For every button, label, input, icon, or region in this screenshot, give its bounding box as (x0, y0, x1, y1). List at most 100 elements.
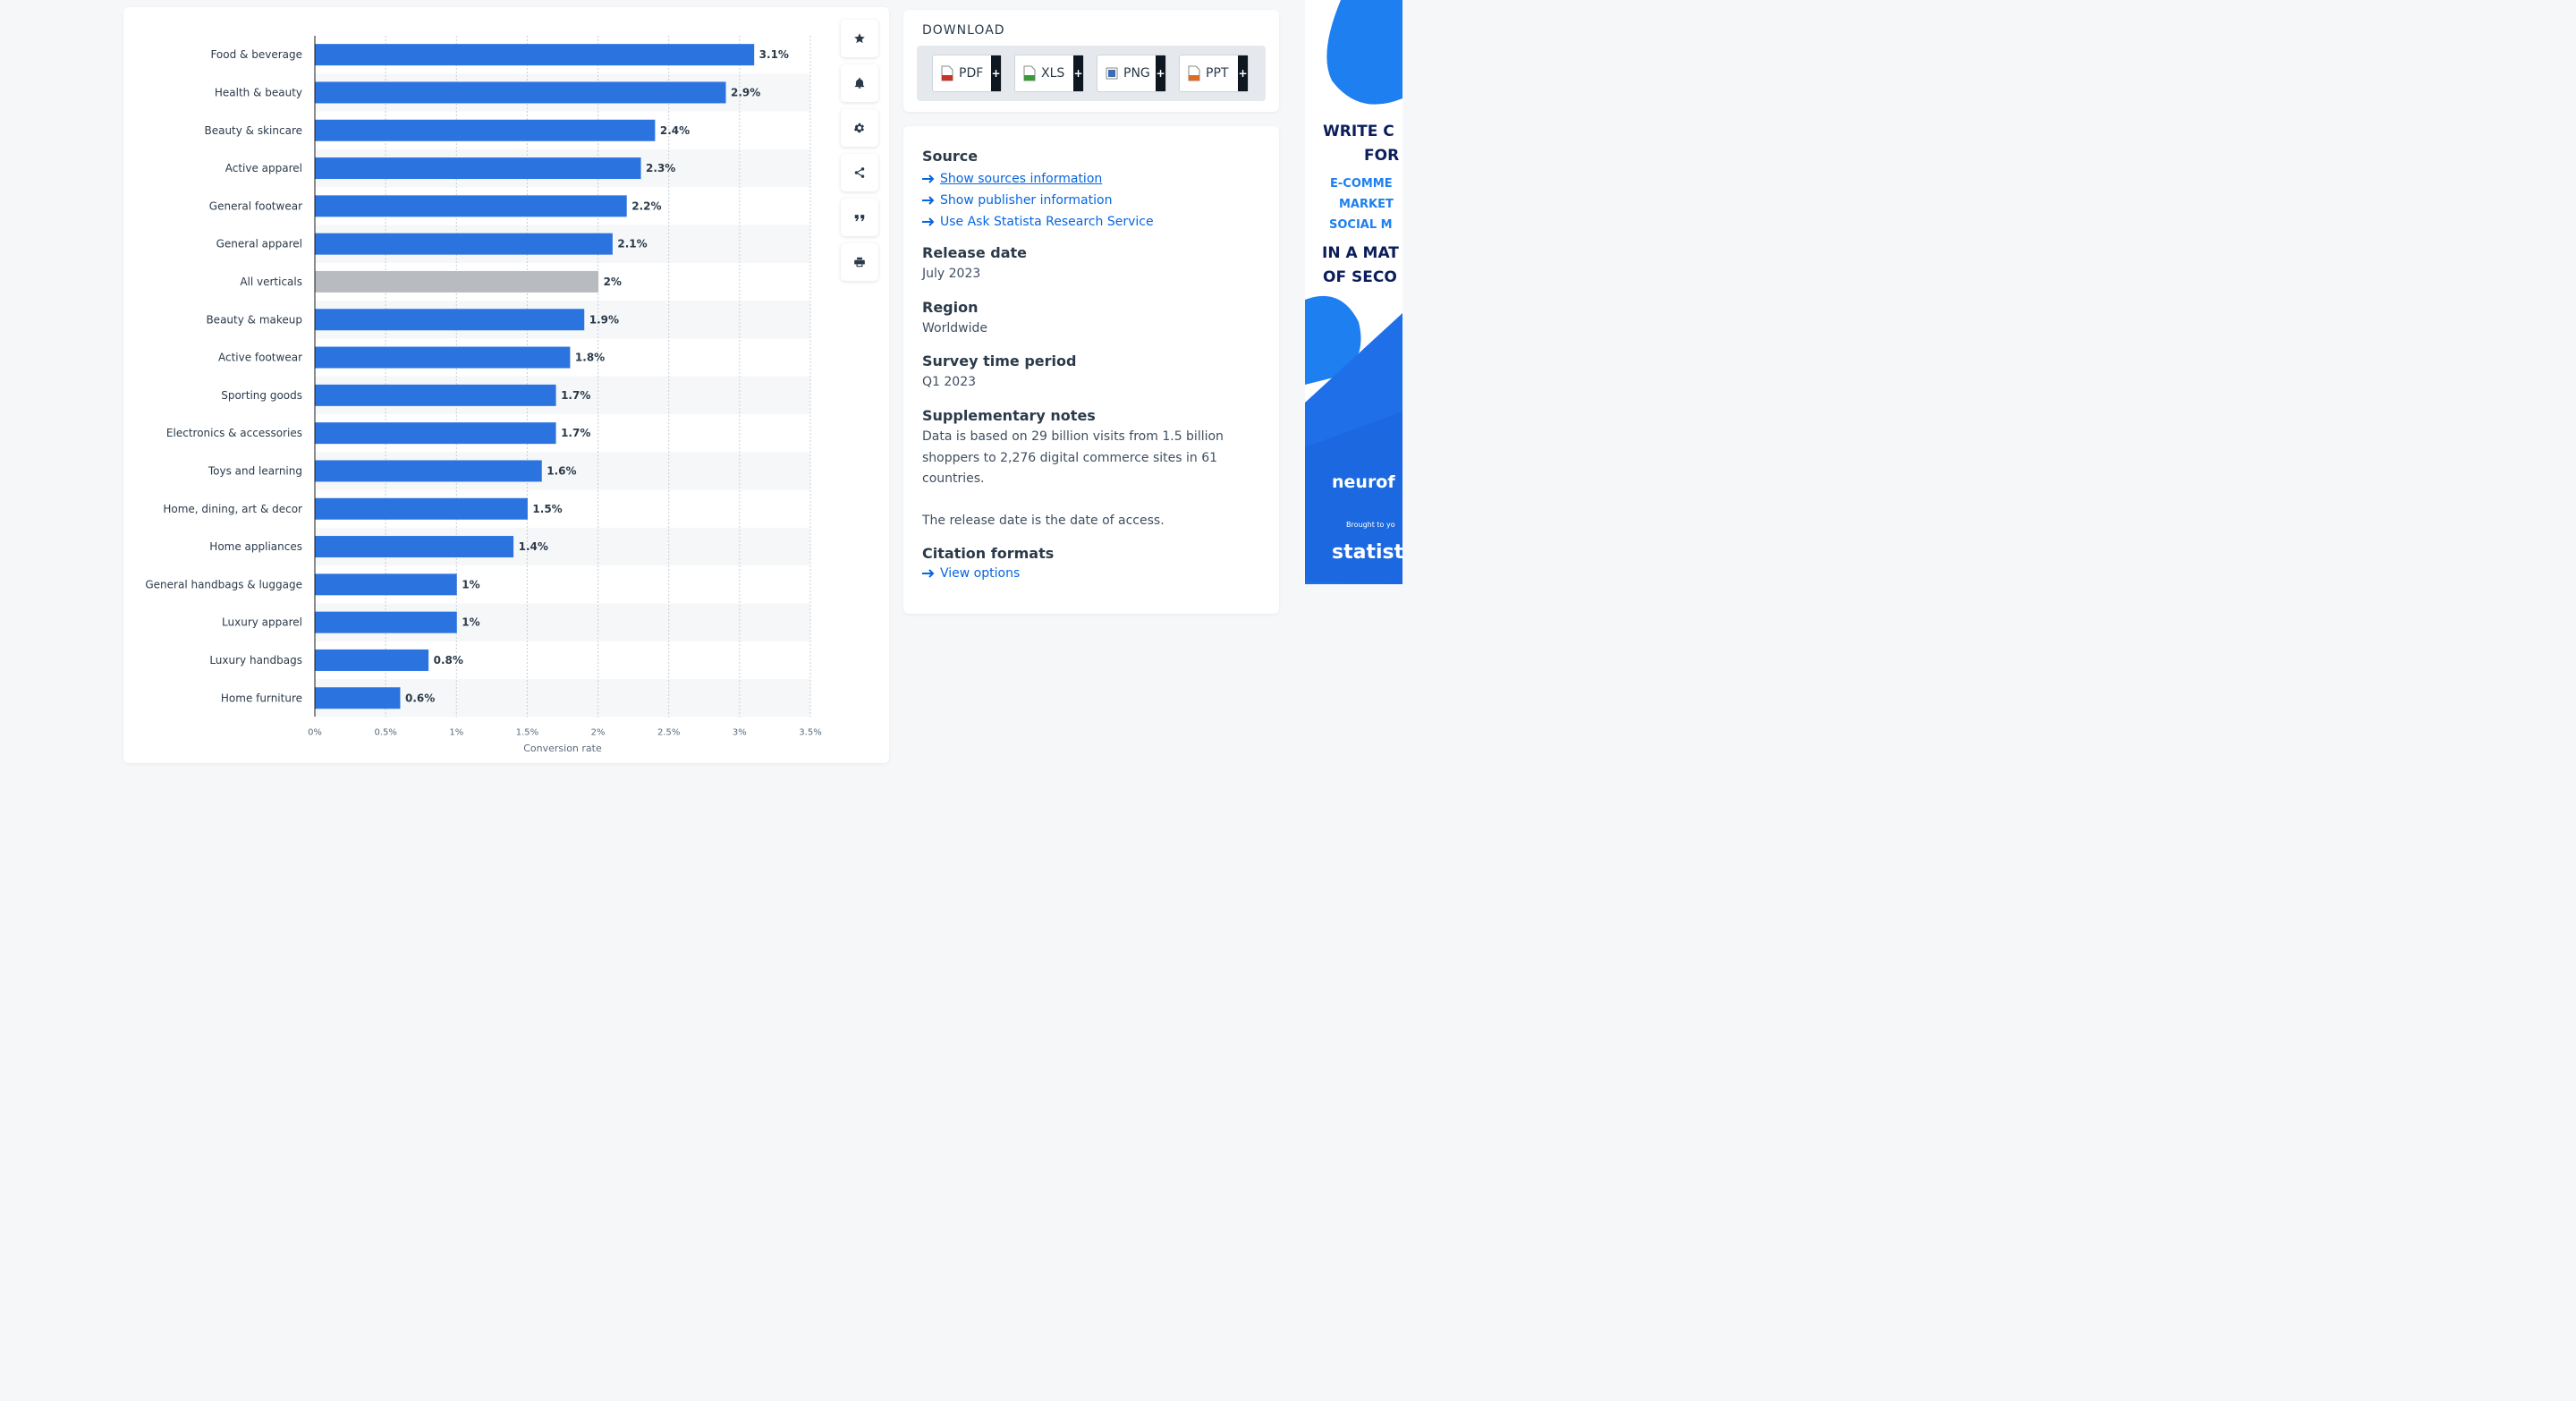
bar[interactable] (315, 536, 514, 558)
value-label: 1.8% (575, 352, 605, 364)
notes-text-2: The release date is the date of access. (922, 513, 1165, 528)
survey-period-section: Survey time period Q1 2023 (922, 352, 1267, 394)
category-label: Luxury handbags (209, 654, 302, 667)
download-card: DOWNLOAD PDF + XLS + PNG + PPT + (903, 10, 1279, 112)
ad-brand: neurof (1332, 472, 1395, 492)
bell-icon (854, 77, 865, 89)
bar[interactable] (315, 611, 457, 633)
x-tick-label: 3.5% (799, 727, 821, 737)
category-label: Food & beverage (210, 48, 302, 61)
value-label: 3.1% (759, 48, 789, 61)
cite-button[interactable] (841, 199, 878, 236)
bar[interactable] (315, 384, 556, 406)
survey-period-value: Q1 2023 (922, 375, 977, 389)
value-label: 1% (462, 578, 479, 590)
bar[interactable] (315, 497, 528, 520)
source-section: Source Show sources information Show pub… (922, 148, 1267, 233)
value-label: 2% (604, 276, 622, 288)
ad-line-7: OF SECO (1323, 268, 1397, 286)
download-pdf-button[interactable]: PDF + (932, 55, 1002, 92)
print-button[interactable] (841, 243, 878, 281)
quote-icon (854, 215, 865, 222)
x-tick-label: 0.5% (374, 727, 396, 737)
category-label: All verticals (240, 276, 302, 288)
value-label: 1.7% (561, 427, 590, 439)
bar[interactable] (315, 422, 556, 445)
x-tick-label: 1% (449, 727, 463, 737)
bar[interactable] (315, 460, 542, 482)
ad-line-3: E-COMME (1330, 177, 1393, 191)
value-label: 1.7% (561, 389, 590, 402)
category-label: Home appliances (209, 540, 302, 553)
xls-label: XLS (1041, 66, 1065, 81)
chart-tools (841, 20, 878, 288)
ad-line-4: MARKET (1339, 198, 1394, 211)
category-label: Beauty & skincare (204, 124, 302, 137)
bar[interactable] (315, 270, 599, 293)
citation-title: Citation formats (922, 545, 1055, 562)
settings-button[interactable] (841, 109, 878, 147)
show-sources-link[interactable]: Show sources information (922, 168, 1267, 190)
bar[interactable] (315, 81, 726, 104)
png-file-icon (1106, 67, 1118, 80)
bar[interactable] (315, 157, 641, 180)
ad-line-5: SOCIAL M (1329, 218, 1393, 232)
category-label: General apparel (216, 238, 302, 250)
download-png-button[interactable]: PNG + (1097, 55, 1166, 92)
show-publisher-link[interactable]: Show publisher information (922, 190, 1267, 211)
value-label: 2.9% (731, 86, 760, 98)
value-label: 0.8% (434, 654, 463, 667)
value-label: 2.1% (617, 238, 647, 250)
ad-line-6: IN A MAT (1322, 244, 1399, 262)
favorite-button[interactable] (841, 20, 878, 57)
view-options-text: View options (940, 566, 1021, 581)
pdf-plus: + (991, 55, 1001, 91)
bar[interactable] (315, 195, 627, 217)
bar[interactable] (315, 649, 429, 671)
arrow-right-icon (922, 174, 935, 183)
x-tick-label: 0% (308, 727, 322, 737)
source-title: Source (922, 148, 979, 165)
notes-section: Supplementary notes Data is based on 29 … (922, 407, 1267, 531)
notification-button[interactable] (841, 64, 878, 102)
png-label: PNG (1123, 66, 1150, 81)
ad-banner[interactable]: WRITE C FOR E-COMME MARKET SOCIAL M IN A… (1305, 0, 1402, 584)
png-plus: + (1156, 55, 1165, 91)
bar[interactable] (315, 233, 613, 255)
value-label: 1.6% (547, 464, 576, 477)
release-date-section: Release date July 2023 (922, 244, 1267, 285)
ppt-label: PPT (1206, 66, 1229, 81)
bar[interactable] (315, 573, 457, 596)
bar[interactable] (315, 119, 656, 141)
download-xls-button[interactable]: XLS + (1014, 55, 1084, 92)
value-label: 2.4% (660, 124, 690, 137)
show-publisher-text: Show publisher information (940, 193, 1113, 208)
category-label: General handbags & luggage (145, 578, 302, 590)
value-label: 1.5% (532, 503, 562, 515)
ad-line-1: WRITE C (1323, 123, 1394, 140)
category-label: Toys and learning (208, 464, 302, 477)
xls-plus: + (1073, 55, 1083, 91)
region-title: Region (922, 299, 979, 316)
value-label: 1% (462, 616, 479, 629)
category-label: Home furniture (221, 692, 302, 704)
bar[interactable] (315, 346, 571, 369)
share-icon (854, 167, 865, 178)
pdf-label: PDF (959, 66, 984, 81)
share-button[interactable] (841, 154, 878, 191)
bar[interactable] (315, 44, 755, 66)
bar[interactable] (315, 309, 585, 331)
category-label: Health & beauty (215, 86, 302, 98)
ask-statista-link[interactable]: Use Ask Statista Research Service (922, 211, 1267, 233)
x-tick-label: 1.5% (516, 727, 538, 737)
bar[interactable] (315, 687, 401, 709)
view-options-link[interactable]: View options (922, 563, 1267, 584)
value-label: 1.9% (589, 313, 619, 326)
download-ppt-button[interactable]: PPT + (1179, 55, 1249, 92)
region-section: Region Worldwide (922, 299, 1267, 340)
category-label: Beauty & makeup (206, 313, 302, 326)
citation-section: Citation formats View options (922, 545, 1267, 584)
statistic-info-card: Source Show sources information Show pub… (903, 126, 1279, 614)
release-date-title: Release date (922, 244, 1027, 261)
category-label: Active apparel (225, 162, 302, 174)
